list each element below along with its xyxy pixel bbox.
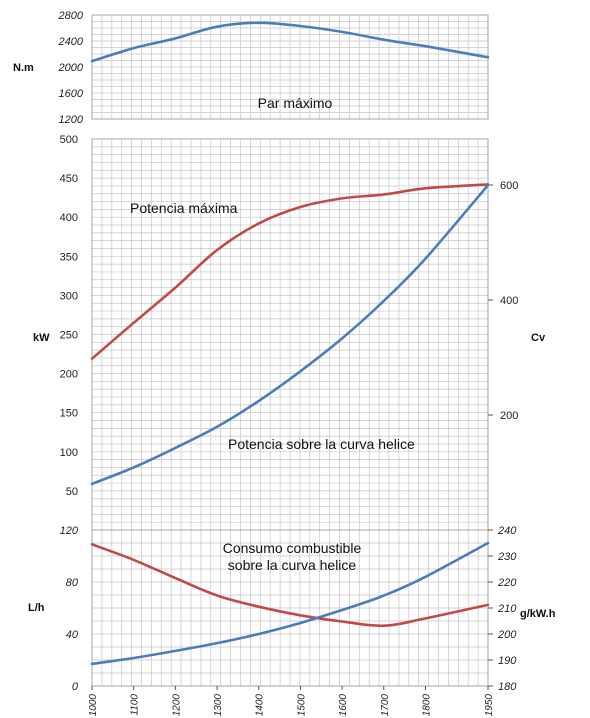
y-tick-label: 2000 [58, 62, 84, 74]
x-tick-label: 1100 [130, 694, 141, 716]
plot-grid [91, 138, 489, 531]
y-right-tick-label: 230 [497, 551, 517, 563]
y-tick-label: 1600 [59, 88, 84, 100]
x-tick-label: 1400 [255, 694, 266, 717]
propeller-power-line [90, 183, 490, 486]
x-tick-label: 1200 [171, 694, 182, 717]
y-tick-label: 2400 [58, 36, 84, 48]
x-tick-label: 1950 [484, 694, 495, 717]
y-tick-label: 0 [72, 681, 79, 693]
y-tick-label: 150 [60, 408, 78, 420]
x-tick-label: 1600 [338, 694, 349, 717]
x-tick-label: 1300 [213, 694, 224, 717]
annotation-line-2: sobre la curva helice [228, 557, 357, 573]
y-tick-label: 1200 [59, 114, 84, 126]
y-right-tick-label: 600 [500, 180, 518, 192]
y-right-axis-label: Cv [531, 332, 546, 344]
fuel-consumption-line [90, 541, 490, 666]
y-axis-label: L/h [28, 602, 45, 614]
annotation-line-1: Consumo combustible [223, 540, 362, 556]
y-tick-label: 50 [66, 486, 78, 498]
y-tick-label: 40 [66, 629, 79, 641]
y-tick-label: 100 [60, 447, 78, 459]
max-power-line [90, 183, 490, 360]
y-right-tick-label: 240 [497, 525, 517, 537]
series-label-propeller-power: Potencia sobre la curva helice [228, 436, 415, 452]
y-tick-label: 120 [60, 525, 79, 537]
plot-grid [91, 14, 489, 120]
y-right-tick-label: 180 [498, 681, 517, 693]
y-tick-label: 300 [60, 290, 78, 302]
y-right-axis-label: g/kW.h [520, 608, 556, 620]
annotation-label: Par máximo [258, 95, 333, 111]
specific-consumption-line [90, 543, 490, 628]
y-tick-label: 200 [60, 369, 78, 381]
y-axis-label: kW [33, 332, 50, 344]
y-tick-label: 400 [60, 212, 78, 224]
y-tick-label: 350 [60, 251, 78, 263]
y-right-tick-label: 210 [497, 603, 517, 615]
y-right-tick-label: 200 [497, 629, 517, 641]
y-tick-label: 80 [66, 577, 79, 589]
x-tick-label: 1700 [380, 694, 391, 717]
x-tick-label: 1500 [296, 694, 307, 717]
x-tick-label: 1800 [421, 694, 432, 717]
y-right-tick-label: 200 [500, 410, 518, 422]
torque-line [90, 21, 490, 63]
series-label-max-power: Potencia máxima [130, 200, 238, 216]
plot-frame [91, 14, 489, 120]
y-tick-label: 450 [60, 173, 78, 185]
y-tick-label: 2800 [58, 10, 84, 22]
y-tick-label: 250 [60, 330, 78, 342]
y-right-tick-label: 190 [498, 655, 517, 667]
y-tick-label: 500 [60, 134, 78, 146]
y-right-tick-label: 400 [500, 295, 518, 307]
x-tick-label: 1000 [88, 694, 99, 717]
y-right-tick-label: 220 [497, 577, 517, 589]
y-axis-label: N.m [13, 62, 34, 74]
